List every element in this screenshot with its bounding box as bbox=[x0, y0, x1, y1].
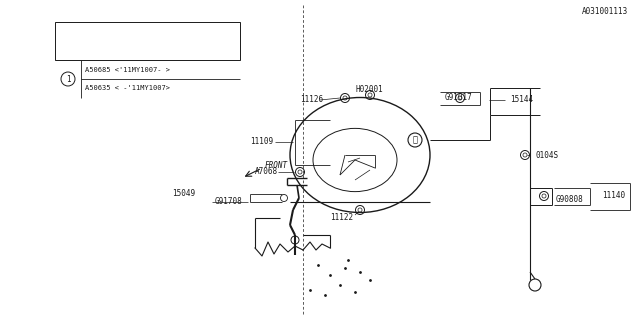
Text: 15144: 15144 bbox=[510, 95, 533, 105]
Text: G91017: G91017 bbox=[445, 93, 473, 102]
Bar bbox=[55, 22, 240, 60]
Text: 0104S: 0104S bbox=[535, 150, 558, 159]
Text: A50635 < -'11MY1007>: A50635 < -'11MY1007> bbox=[85, 85, 170, 92]
Text: G91708: G91708 bbox=[215, 197, 243, 206]
Text: 11122: 11122 bbox=[330, 213, 353, 222]
Text: 11126: 11126 bbox=[300, 95, 323, 105]
Text: 15049: 15049 bbox=[172, 189, 195, 198]
Text: 1: 1 bbox=[66, 75, 70, 84]
Text: G90808: G90808 bbox=[556, 196, 584, 204]
Text: A031001113: A031001113 bbox=[582, 7, 628, 17]
Text: 11140: 11140 bbox=[602, 191, 625, 201]
Text: H02001: H02001 bbox=[355, 85, 383, 94]
Text: A50685 <'11MY1007- >: A50685 <'11MY1007- > bbox=[85, 67, 170, 73]
Text: A7068: A7068 bbox=[255, 167, 278, 177]
Text: FRONT: FRONT bbox=[265, 161, 288, 170]
Circle shape bbox=[61, 72, 75, 86]
Text: 11109: 11109 bbox=[250, 138, 273, 147]
Text: ①: ① bbox=[413, 135, 417, 145]
